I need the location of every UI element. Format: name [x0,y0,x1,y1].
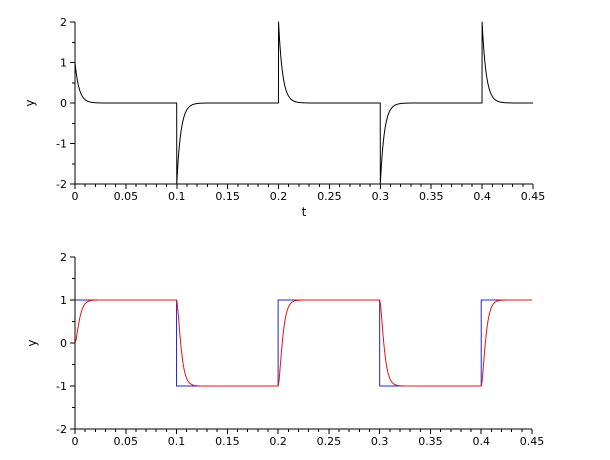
y-tick-label: 0 [60,337,67,350]
y-axis-label: y [23,99,37,106]
y-tick-label: 2 [60,251,67,264]
y-tick-label: -2 [56,178,67,191]
x-tick-label: 0.2 [270,190,288,203]
x-tick-label: 0.15 [215,435,240,448]
bottom-plot: 0 0.05 0.1 0.15 0.2 0.25 0.3 0.35 0.4 0.45 -2 -1 0 1 2… [25,251,544,448]
x-tick-label: 0 [72,435,79,448]
x-tick-label: 0.3 [372,190,390,203]
x-tick-label: 0.05 [114,435,139,448]
y-tick-label: 1 [60,57,67,70]
y-tick-label: 2 [60,16,67,29]
y-axis: -2 -1 0 1 2 [56,251,75,436]
x-tick-label: 0.4 [472,435,490,448]
y-tick-label: -2 [56,423,67,436]
y-tick-label: 1 [60,294,67,307]
x-tick-label: 0.2 [269,435,287,448]
x-axis: 0 0.05 0.1 0.15 0.2 0.25 0.3 0.35 0.4 0.45 [72,184,546,203]
y-axis-label: y [25,339,39,346]
x-tick-label: 0.3 [371,435,389,448]
x-tick-label: 0.35 [418,435,443,448]
series-lowpass-filtered-square-wave [74,299,533,387]
y-tick-label: -1 [56,380,67,393]
y-tick-label: 0 [60,97,67,110]
x-tick-label: 0.1 [168,190,186,203]
x-tick-label: 0.45 [520,435,545,448]
x-tick-label: 0.35 [419,190,444,203]
x-tick-label: 0.25 [317,435,342,448]
series-square-wave-input [75,299,532,387]
x-tick-label: 0.1 [168,435,186,448]
y-axis: -2 -1 0 1 2 [56,16,75,191]
x-tick-label: 0.25 [317,190,342,203]
x-axis-label: t [302,205,307,219]
y-tick-label: -1 [56,138,67,151]
x-tick-label: 0.4 [473,190,491,203]
axes-frame [74,257,532,430]
x-axis: 0 0.05 0.1 0.15 0.2 0.25 0.3 0.35 0.4 0.45 [72,429,545,448]
x-tick-label: 0.15 [215,190,240,203]
x-tick-label: 0 [72,190,79,203]
x-tick-label: 0.45 [521,190,546,203]
top-plot: 0 0.05 0.1 0.15 0.2 0.25 0.3 0.35 0.4 0.45 -2 -1 0 1 2… [23,16,545,219]
series-highpass-filtered-square-wave [74,21,534,185]
x-tick-label: 0.05 [114,190,139,203]
